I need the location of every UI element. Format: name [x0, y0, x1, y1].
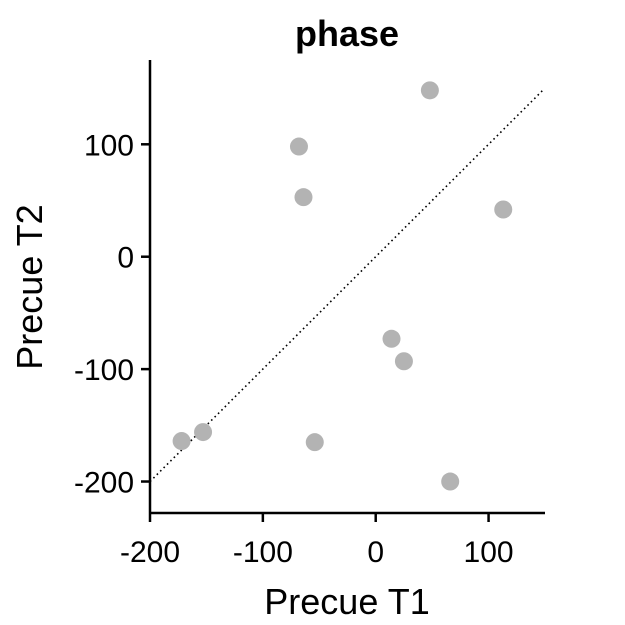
data-point — [289, 137, 308, 156]
x-tick-label: 100 — [464, 536, 514, 569]
x-tick-label: -100 — [233, 536, 293, 569]
data-point — [172, 432, 191, 451]
x-axis-label: Precue T1 — [264, 581, 429, 622]
y-tick-label: 0 — [117, 242, 134, 275]
x-tick-label: -200 — [120, 536, 180, 569]
y-tick-label: -200 — [74, 467, 134, 500]
data-point — [420, 81, 439, 100]
data-point — [441, 472, 460, 491]
y-axis-label: Precue T2 — [9, 204, 50, 369]
y-tick-label: -100 — [74, 354, 134, 387]
data-point — [494, 200, 513, 219]
data-point — [382, 329, 401, 348]
y-tick-label: 100 — [84, 129, 134, 162]
x-tick-label: 0 — [367, 536, 384, 569]
data-point — [294, 188, 313, 207]
data-point — [305, 433, 324, 452]
data-point — [394, 352, 413, 371]
data-point — [194, 423, 213, 442]
plot-area: -200 -100 0 100 -200 -100 0 100 — [74, 60, 545, 569]
chart-title: phase — [295, 13, 399, 54]
identity-line — [149, 89, 544, 483]
